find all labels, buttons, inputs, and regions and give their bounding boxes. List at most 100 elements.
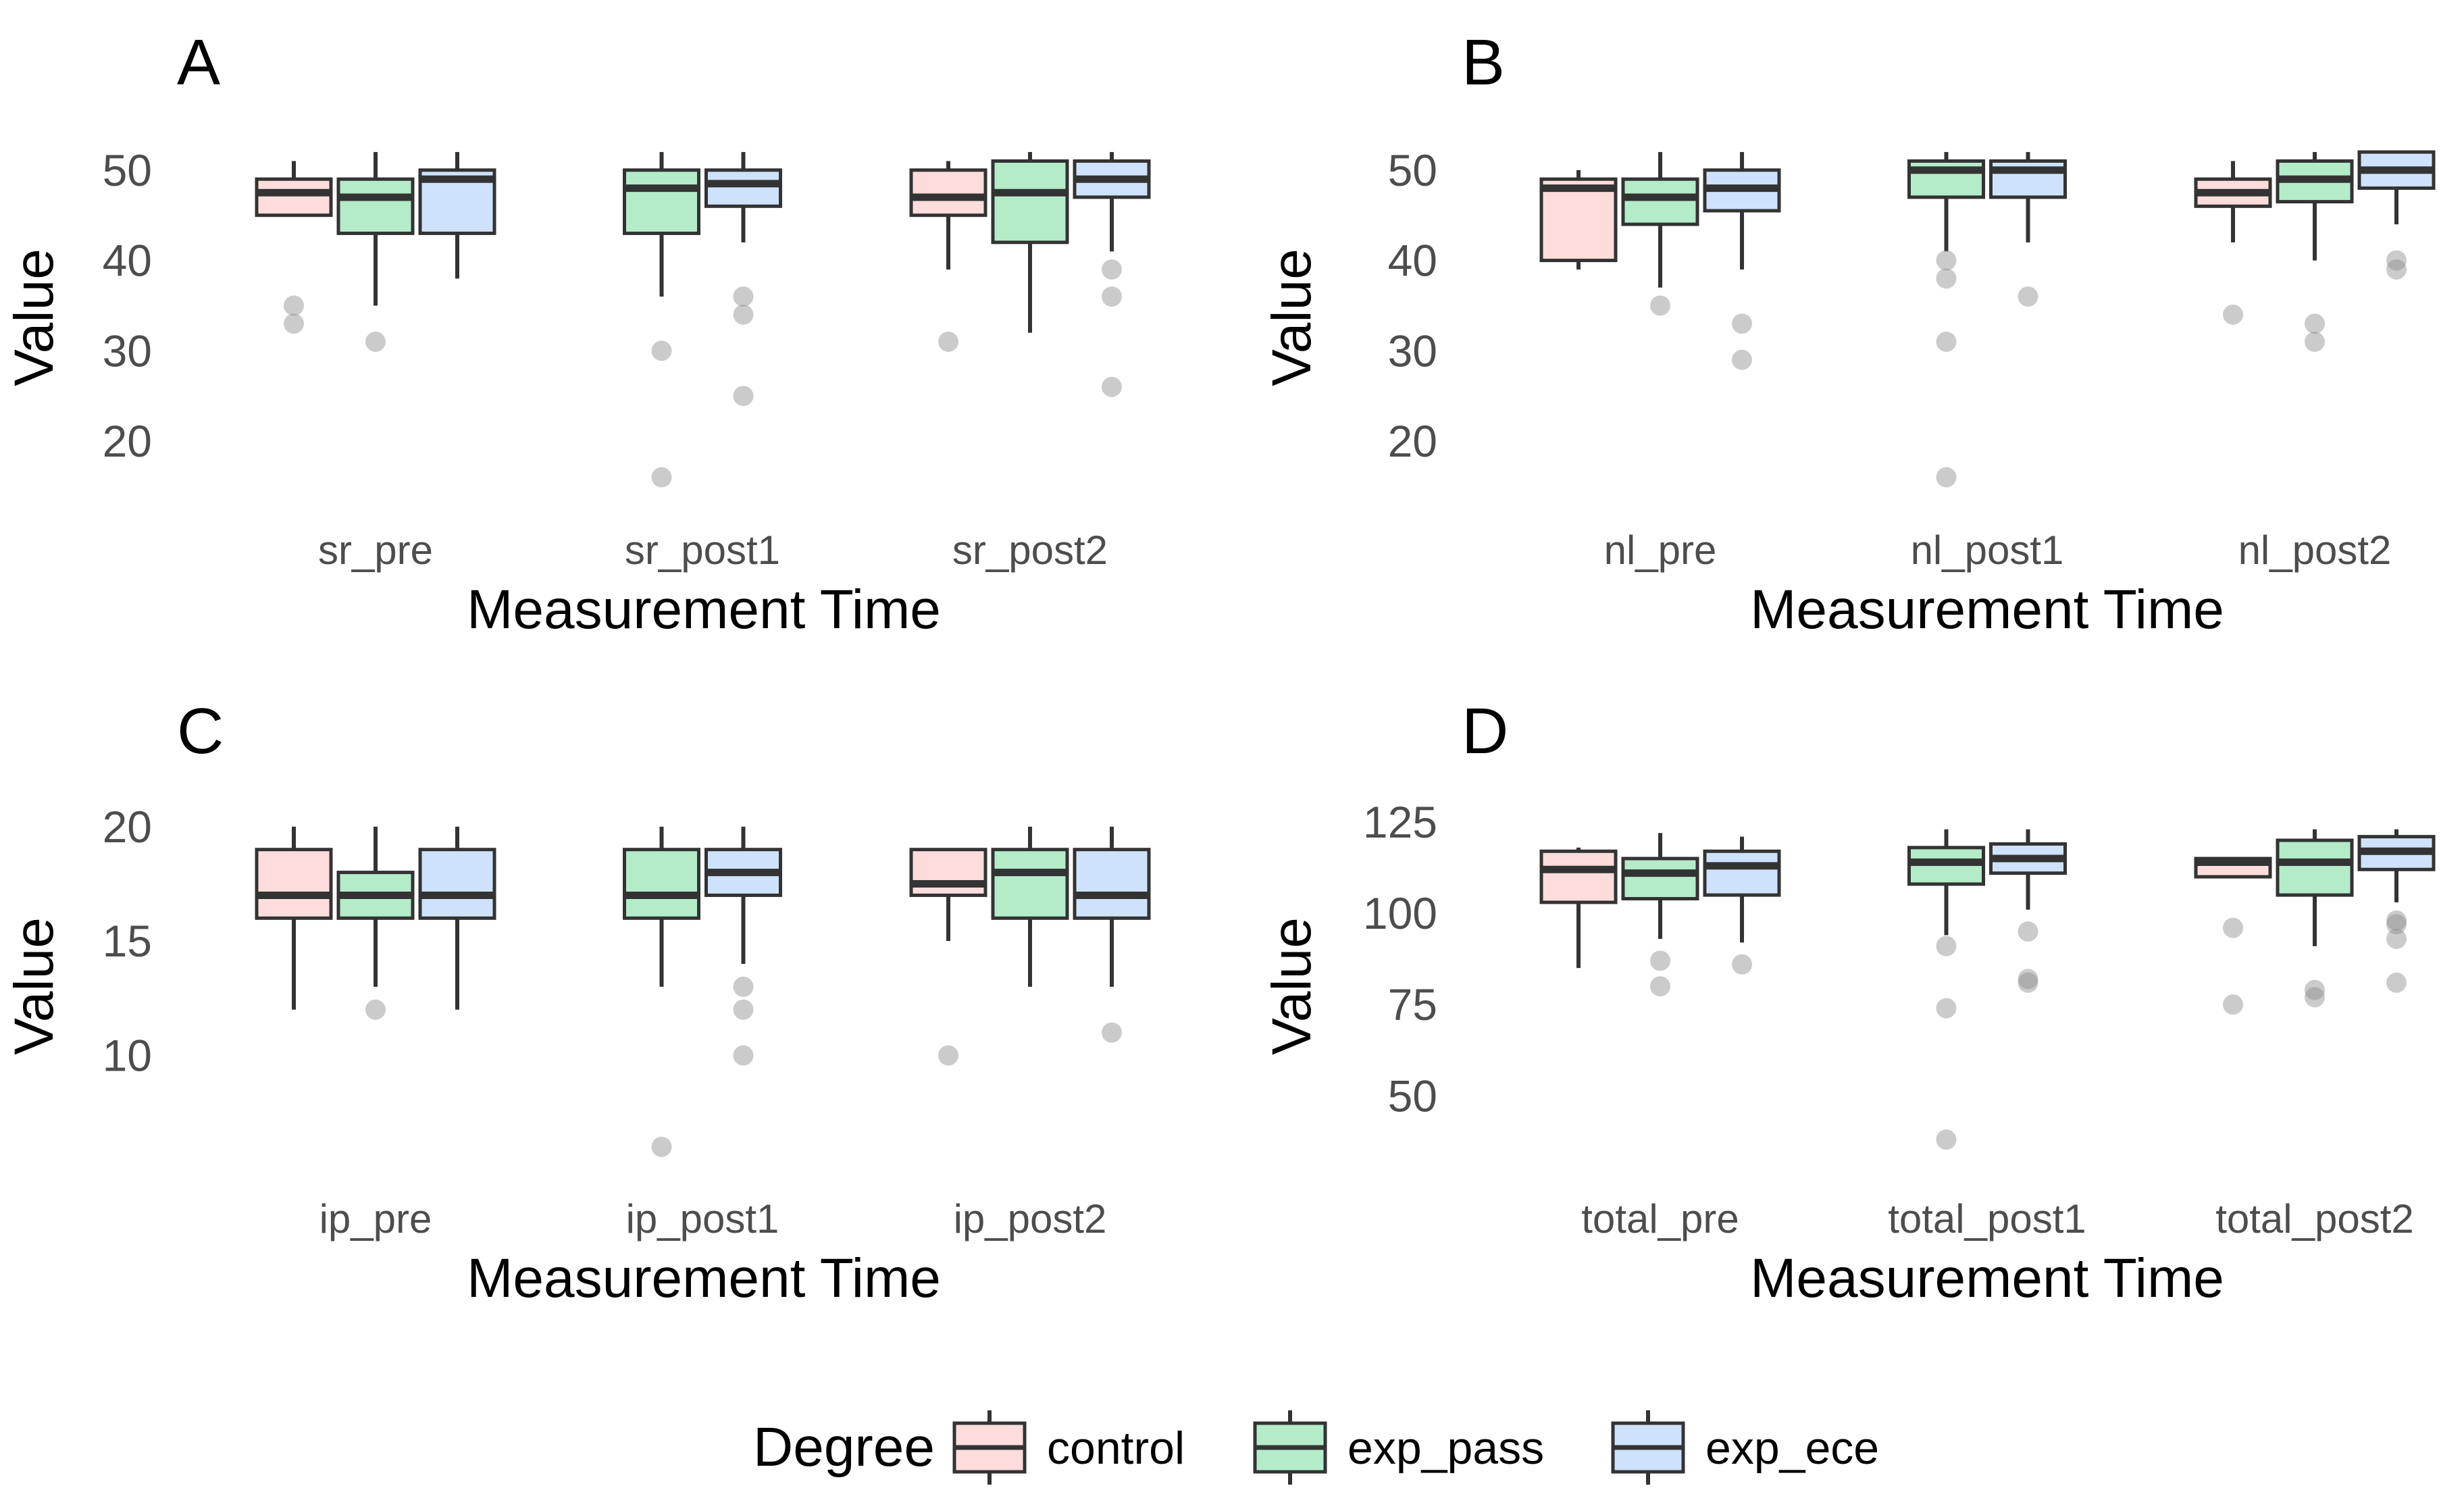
outlier-point xyxy=(1102,376,1122,397)
panel-letter: C xyxy=(177,695,224,767)
outlier-point xyxy=(2386,914,2407,935)
box-exp_ece xyxy=(418,152,496,279)
box-body xyxy=(991,159,1069,245)
y-tick-label: 30 xyxy=(103,326,152,376)
box-group-ip_pre xyxy=(255,826,496,1020)
outlier-point xyxy=(2305,313,2325,334)
outlier-point xyxy=(2386,910,2407,931)
outlier-point xyxy=(1650,976,1670,997)
panel-a: A 20 30 40 50 Value sr_pre sr_post1 sr_post2Meas… xyxy=(3,26,1151,640)
outlier-point xyxy=(733,976,754,997)
x-tick-label: total_pre xyxy=(1581,1196,1739,1241)
outlier-point xyxy=(2305,987,2325,1008)
box-control xyxy=(909,848,987,1066)
box-exp_pass xyxy=(1621,152,1699,316)
y-tick-label: 50 xyxy=(1388,145,1437,195)
outlier-point xyxy=(2386,972,2407,993)
x-tick-label: sr_pre xyxy=(318,528,433,573)
panel-letter: A xyxy=(177,26,220,99)
box-exp_ece xyxy=(704,152,782,407)
outlier-point xyxy=(2386,259,2407,280)
box-body xyxy=(1539,177,1618,263)
box-body xyxy=(418,848,496,920)
outlier-point xyxy=(733,286,754,307)
y-tick-label: 20 xyxy=(1388,416,1437,466)
x-axis-title: Measurement Time xyxy=(1750,579,2224,640)
box-exp_ece xyxy=(1989,152,2067,307)
outlier-point xyxy=(733,1045,754,1066)
x-tick-label: total_post1 xyxy=(1888,1196,2086,1241)
y-tick-label: 50 xyxy=(103,145,152,195)
box-body xyxy=(991,848,1069,920)
outlier-point xyxy=(2386,250,2407,271)
outlier-point xyxy=(284,313,304,334)
outlier-point xyxy=(651,467,672,488)
box-group-ip_post1 xyxy=(623,826,782,1157)
box-exp_pass xyxy=(336,826,415,1020)
y-axis-title: Value xyxy=(3,917,65,1055)
x-tick-label: nl_pre xyxy=(1604,528,1717,573)
box-exp_ece xyxy=(1989,829,2067,993)
x-tick-label: ip_post1 xyxy=(626,1196,779,1241)
box-group-total_pre xyxy=(1539,833,1781,997)
x-tick-label: nl_post1 xyxy=(1911,528,2064,573)
x-tick-label: total_post2 xyxy=(2215,1196,2414,1241)
outlier-point xyxy=(1732,954,1752,975)
box-body xyxy=(255,177,333,217)
y-tick-label: 100 xyxy=(1363,888,1437,938)
box-group-sr_pre xyxy=(255,152,496,352)
outlier-point xyxy=(2018,972,2038,993)
box-control xyxy=(1539,170,1618,270)
box-exp_pass xyxy=(623,826,700,1157)
box-body xyxy=(909,168,987,217)
outlier-point xyxy=(365,999,386,1020)
panel-c: C 10 15 20 Value ip_pre ip_post1 ip_post2 Measur… xyxy=(3,695,1151,1309)
legend-key-exp_ece xyxy=(1611,1410,1685,1485)
outlier-point xyxy=(1732,313,1752,334)
y-tick-label: 75 xyxy=(1388,979,1437,1029)
x-axis-title: Measurement Time xyxy=(467,1248,941,1309)
panel-b: B 20 30 40 50 Value nl_pre nl_post1 nl_post2 Meas… xyxy=(1261,26,2436,640)
outlier-point xyxy=(1936,936,1957,956)
outlier-point xyxy=(2223,917,2243,938)
box-control xyxy=(2194,161,2272,325)
x-tick-label: nl_post2 xyxy=(2238,528,2392,573)
box-exp_pass xyxy=(1907,152,1985,488)
box-exp_pass xyxy=(1621,833,1699,997)
outlier-point xyxy=(284,295,304,316)
y-axis-title: Value xyxy=(1261,249,1323,386)
box-control xyxy=(255,826,333,1010)
box-group-nl_post2 xyxy=(2194,150,2436,352)
outlier-point xyxy=(2223,994,2243,1015)
box-body xyxy=(1539,849,1618,904)
outlier-point xyxy=(1936,998,1957,1019)
outlier-point xyxy=(1936,467,1957,488)
legend-key-control xyxy=(952,1410,1027,1485)
legend-key-exp_pass xyxy=(1253,1410,1327,1485)
box-group-sr_post2 xyxy=(909,152,1151,397)
box-exp_pass xyxy=(991,152,1069,333)
legend-label-exp_ece: exp_ece xyxy=(1705,1423,1879,1474)
box-group-sr_post1 xyxy=(623,152,782,488)
y-axis-title: Value xyxy=(3,249,65,386)
box-body xyxy=(336,177,415,235)
outlier-point xyxy=(1650,950,1670,971)
x-axis-title: Measurement Time xyxy=(467,579,941,640)
outlier-point xyxy=(1936,1129,1957,1150)
box-body xyxy=(704,168,782,208)
box-control xyxy=(1539,847,1618,969)
x-tick-label: sr_post2 xyxy=(952,528,1108,573)
panel-d: D 50 75 100 125 Value total_pre total_post1 tota… xyxy=(1261,695,2436,1309)
outlier-point xyxy=(1102,1022,1122,1043)
outlier-point xyxy=(651,340,672,361)
box-group-total_post1 xyxy=(1907,829,2067,1150)
y-tick-label: 50 xyxy=(1388,1071,1437,1121)
x-tick-label: ip_pre xyxy=(319,1196,432,1241)
box-exp_ece xyxy=(2357,829,2436,993)
box-group-nl_pre xyxy=(1539,152,1781,370)
x-tick-label: ip_post2 xyxy=(954,1196,1107,1241)
outlier-point xyxy=(2305,979,2325,1000)
